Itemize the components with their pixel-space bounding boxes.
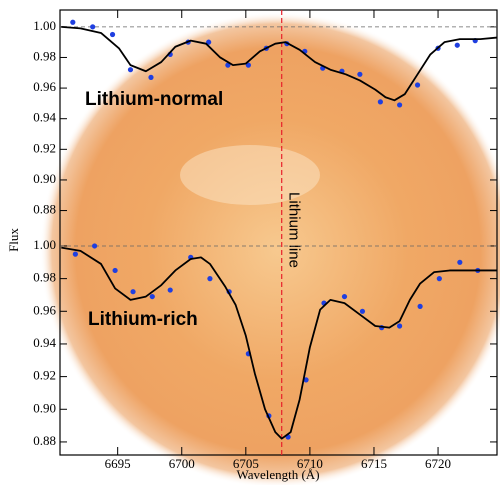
data-point (245, 62, 251, 68)
data-point (167, 287, 173, 293)
y-tick-label: 0.98 (33, 48, 56, 63)
fit-curve (61, 25, 498, 102)
data-point (457, 259, 463, 265)
annotation: Lithium-rich (88, 309, 198, 330)
y-tick-label: 0.90 (33, 400, 56, 415)
data-point (127, 67, 134, 73)
data-point (72, 251, 78, 257)
data-point (303, 377, 309, 383)
y-tick-label: 0.92 (33, 368, 56, 383)
data-point (149, 293, 155, 300)
data-point (70, 19, 76, 25)
fit-curve (61, 246, 497, 440)
y-tick-label: 0.96 (33, 79, 56, 94)
y-tick-label: 1.00 (33, 18, 56, 33)
x-axis-label: Wavelength (Å) (236, 467, 319, 482)
data-point (417, 303, 423, 309)
data-point (377, 99, 383, 105)
y-tick-label: 1.00 (33, 237, 56, 252)
lithium-line-label: Lithium line (286, 192, 303, 268)
y-tick-label: 0.90 (33, 171, 56, 186)
plot-frame (59, 9, 498, 456)
y-tick-label: 0.98 (33, 270, 56, 285)
data-point (436, 276, 442, 282)
data-point (92, 243, 98, 249)
y-tick-label: 0.88 (33, 202, 56, 217)
annotation: Lithium-normal (85, 89, 223, 110)
y-axis-label: Flux (6, 228, 21, 252)
data-point (112, 267, 118, 274)
data-point (414, 82, 421, 88)
data-point (397, 323, 403, 329)
data-point (454, 42, 460, 48)
data-point (207, 276, 213, 282)
data-point (206, 39, 212, 45)
x-tick-label: 6715 (361, 456, 387, 471)
data-point (397, 102, 403, 108)
x-tick-label: 6710 (297, 456, 323, 471)
data-point (359, 308, 366, 314)
x-tick-label: 6695 (105, 456, 131, 471)
x-tick-label: 6705 (233, 456, 259, 471)
data-point (148, 74, 154, 80)
data-point (130, 289, 136, 295)
x-tick-label: 6700 (169, 456, 195, 471)
y-tick-label: 0.88 (33, 433, 56, 448)
y-tick-label: 0.96 (33, 302, 56, 317)
data-point (90, 24, 96, 30)
data-point (109, 31, 116, 38)
data-point (341, 293, 348, 300)
sun-background (40, 12, 500, 485)
x-tick-label: 6720 (425, 456, 451, 471)
sun-bright-region (180, 145, 320, 205)
y-tick-label: 0.92 (33, 140, 56, 155)
y-tick-label: 0.94 (33, 335, 56, 350)
data-point (357, 71, 363, 77)
y-tick-label: 0.94 (33, 110, 56, 125)
